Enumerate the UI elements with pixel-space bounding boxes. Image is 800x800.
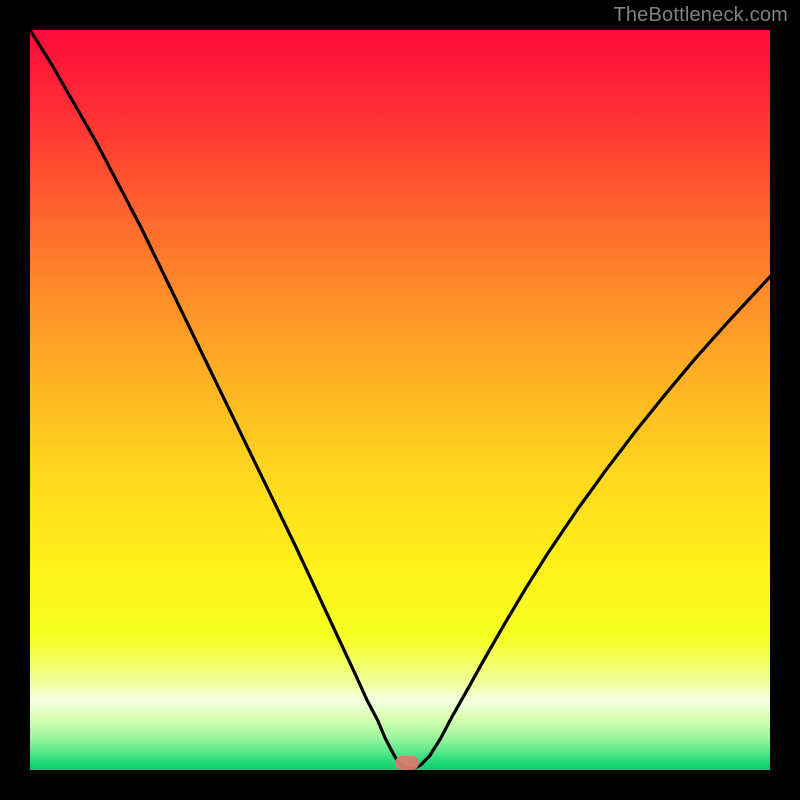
plot-area [30,30,770,770]
watermark-label: TheBottleneck.com [613,4,788,27]
bottleneck-curve [30,30,770,770]
optimal-point-marker [395,756,419,770]
